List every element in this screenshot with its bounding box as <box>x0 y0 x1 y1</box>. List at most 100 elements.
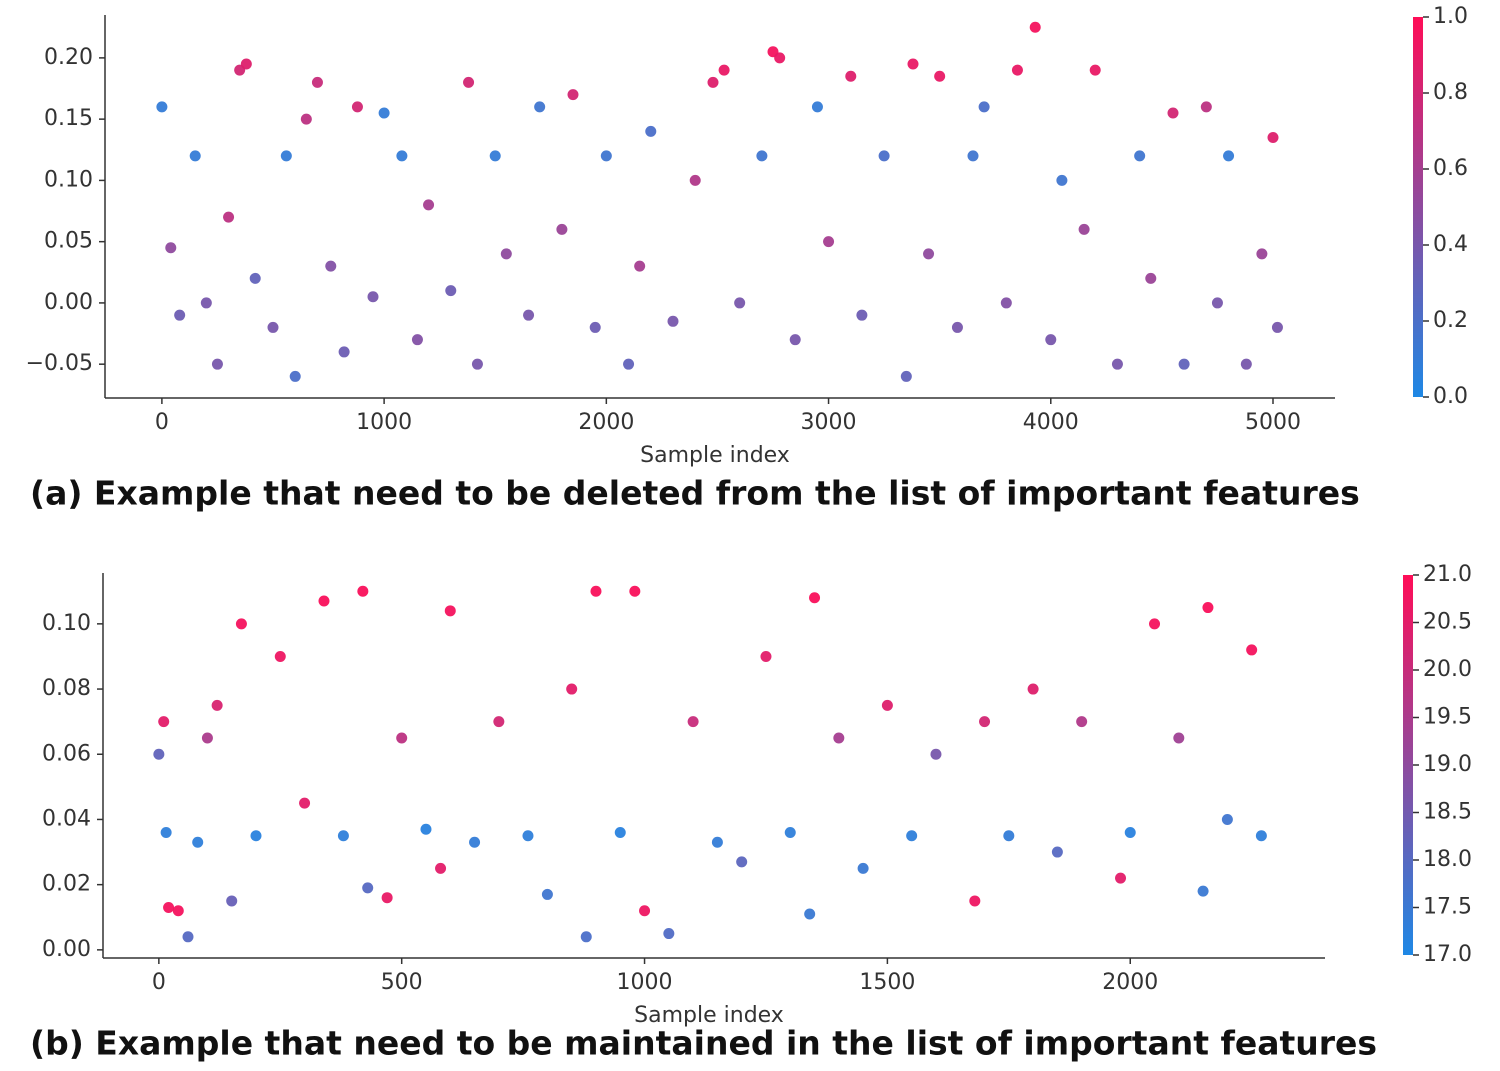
point <box>200 297 212 309</box>
point <box>789 334 801 346</box>
point <box>1111 358 1123 370</box>
point <box>240 58 252 70</box>
y-tick-label: 0.06 <box>42 741 91 766</box>
point <box>1078 223 1090 235</box>
point <box>318 595 330 607</box>
x-tick-label: 1500 <box>859 970 915 995</box>
point <box>907 58 919 70</box>
caption: (b) Example that need to be maintained i… <box>30 1024 1377 1063</box>
point <box>1089 64 1101 76</box>
y-tick-label: 0.15 <box>44 106 93 131</box>
point <box>500 248 512 260</box>
point <box>211 699 223 711</box>
point <box>809 592 821 604</box>
point <box>201 732 213 744</box>
point <box>1173 732 1185 744</box>
point <box>804 908 816 920</box>
point <box>192 836 204 848</box>
point <box>435 862 447 874</box>
point <box>249 272 261 284</box>
point <box>1027 683 1039 695</box>
x-axis-label: Sample index <box>640 443 790 468</box>
point <box>1200 101 1212 113</box>
y-tick-label: 0.10 <box>42 611 91 636</box>
colorbar-tick-label: 0.6 <box>1433 156 1468 181</box>
x-tick-label: 0 <box>152 970 166 995</box>
colorbar-tick-label: 18.5 <box>1423 800 1472 825</box>
point <box>756 150 768 162</box>
colorbar-tick-label: 0.4 <box>1433 232 1468 257</box>
y-tick-label: 0.20 <box>44 45 93 70</box>
point <box>711 836 723 848</box>
point <box>845 70 857 82</box>
point <box>1000 297 1012 309</box>
point <box>182 931 194 943</box>
point <box>289 370 301 382</box>
colorbar <box>1403 575 1413 955</box>
point <box>463 76 475 88</box>
point <box>934 70 946 82</box>
caption: (a) Example that need to be deleted from… <box>30 474 1360 513</box>
point <box>1202 602 1214 614</box>
x-tick-label: 1000 <box>617 970 673 995</box>
point <box>1149 618 1161 630</box>
y-tick-label: 0.08 <box>42 676 91 701</box>
point <box>689 174 701 186</box>
point <box>378 107 390 119</box>
point <box>969 895 981 907</box>
point <box>250 830 262 842</box>
point <box>523 309 535 321</box>
point <box>1211 297 1223 309</box>
point <box>541 888 553 900</box>
x-tick-label: 2000 <box>578 410 634 435</box>
point <box>362 882 374 894</box>
point <box>381 892 393 904</box>
point <box>280 150 292 162</box>
point <box>566 683 578 695</box>
point <box>411 334 423 346</box>
point <box>163 901 175 913</box>
point <box>338 346 350 358</box>
point <box>1221 813 1233 825</box>
point <box>1271 321 1283 333</box>
point <box>158 716 170 728</box>
point <box>1167 107 1179 119</box>
point <box>1045 334 1057 346</box>
point <box>396 150 408 162</box>
point <box>489 150 501 162</box>
point <box>906 830 918 842</box>
point <box>337 830 349 842</box>
point <box>1003 830 1015 842</box>
x-tick-label: 0 <box>155 410 169 435</box>
point <box>165 242 177 254</box>
point <box>900 370 912 382</box>
point <box>1029 21 1041 33</box>
y-tick-label: 0.00 <box>44 290 93 315</box>
point <box>1056 174 1068 186</box>
point <box>311 76 323 88</box>
colorbar <box>1413 17 1423 397</box>
point <box>967 150 979 162</box>
point <box>522 830 534 842</box>
point <box>833 732 845 744</box>
point <box>423 199 435 211</box>
point <box>1076 716 1088 728</box>
point <box>471 358 483 370</box>
point <box>774 52 786 64</box>
point <box>881 699 893 711</box>
point <box>1178 358 1190 370</box>
point <box>267 321 279 333</box>
point <box>444 605 456 617</box>
point <box>629 585 641 597</box>
colorbar-tick-label: 1.0 <box>1433 4 1468 29</box>
point <box>718 64 730 76</box>
point <box>580 931 592 943</box>
point <box>1223 150 1235 162</box>
point <box>1115 872 1127 884</box>
colorbar-tick-label: 19.5 <box>1423 705 1472 730</box>
point <box>600 150 612 162</box>
point <box>1240 358 1252 370</box>
point <box>1051 846 1063 858</box>
point <box>1145 272 1157 284</box>
